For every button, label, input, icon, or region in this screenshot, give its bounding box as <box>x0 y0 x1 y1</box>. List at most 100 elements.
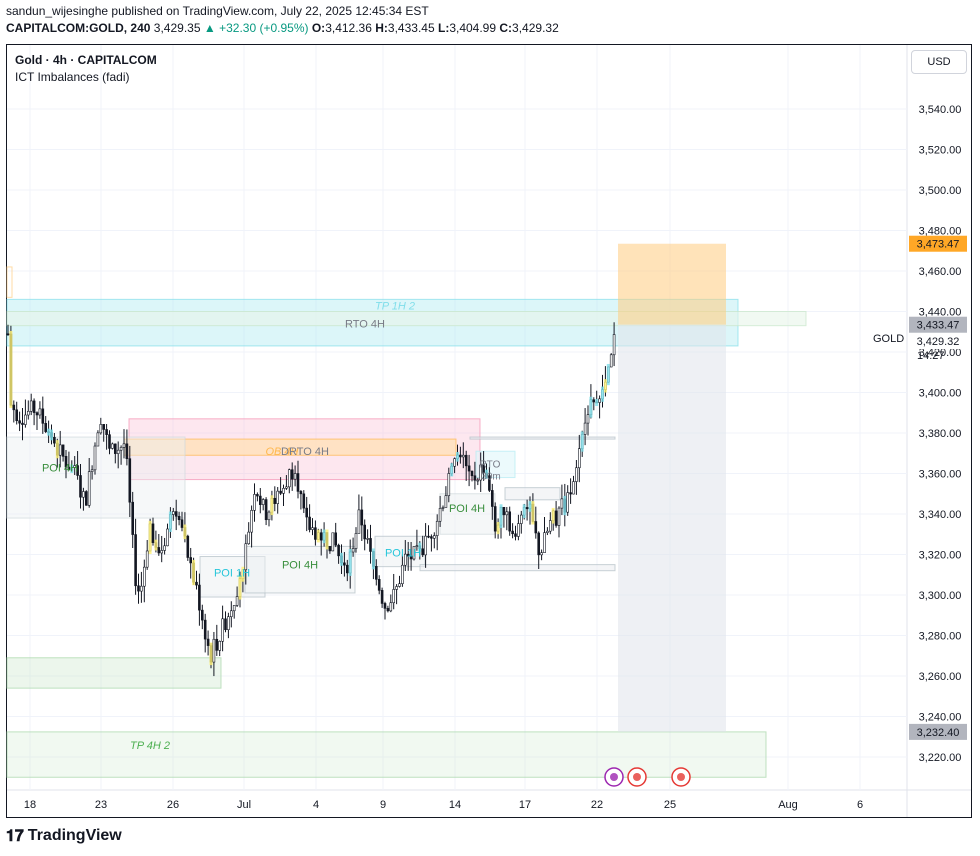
candle <box>21 407 24 441</box>
indicator-name[interactable]: ICT Imbalances (fadi) <box>15 70 130 84</box>
candle-body <box>374 566 378 580</box>
candle <box>583 408 587 446</box>
zone-rto-4h <box>6 311 807 327</box>
candle-body <box>357 509 361 534</box>
candle-body <box>282 487 285 494</box>
imbalance-mark <box>595 398 599 406</box>
imbalance-mark <box>528 501 532 512</box>
candle <box>485 463 488 479</box>
candle-body <box>401 564 404 585</box>
candle-body <box>360 509 364 526</box>
candle <box>453 457 456 474</box>
candle <box>114 443 117 464</box>
candle-body <box>218 640 221 651</box>
candle-body <box>299 491 303 495</box>
candle <box>140 571 143 603</box>
candle <box>287 468 291 494</box>
zone-label: RTO 4H <box>345 319 385 331</box>
candle <box>235 586 239 608</box>
candle <box>459 446 462 464</box>
candle-body <box>406 553 410 557</box>
candle-body <box>116 449 120 454</box>
candle-body <box>15 409 18 421</box>
candle <box>409 541 413 571</box>
candle <box>432 532 436 549</box>
candle <box>209 642 213 669</box>
zone-thin-line-top <box>469 436 616 440</box>
candle <box>441 505 445 512</box>
candle <box>589 384 593 419</box>
candle-body <box>227 616 230 631</box>
candle <box>125 429 129 466</box>
candle-body <box>540 552 543 556</box>
candle <box>389 594 393 613</box>
candle-body <box>354 533 358 549</box>
price-label-text: 3,433.47 <box>917 320 960 332</box>
zone-label: RTO <box>480 459 501 470</box>
candle <box>603 366 607 397</box>
candle-body <box>575 467 578 482</box>
candle-body <box>203 619 207 640</box>
position-target-zone <box>618 243 726 325</box>
imbalance-mark <box>371 548 375 570</box>
candle <box>270 490 274 521</box>
ohlc-line: CAPITALCOM:GOLD, 240 3,429.35 ▲ +32.30 (… <box>6 21 559 35</box>
position-stop-zone <box>618 324 726 732</box>
candle <box>163 537 166 555</box>
candle <box>32 398 36 426</box>
imbalance-mark <box>589 396 593 418</box>
candle-body <box>369 538 372 552</box>
candle-body <box>85 491 88 506</box>
candle-body <box>267 511 271 521</box>
candle <box>519 510 523 534</box>
imbalance-mark <box>580 431 584 452</box>
candle-body <box>177 515 181 521</box>
events <box>604 767 691 787</box>
candle-body <box>145 550 149 568</box>
candle <box>38 401 42 419</box>
candle <box>253 483 256 522</box>
candle-body <box>244 543 248 571</box>
candle <box>276 487 280 514</box>
candle <box>401 554 404 587</box>
candle-body <box>108 434 111 449</box>
candle <box>85 490 88 506</box>
candle <box>35 411 39 430</box>
price-label-text: 3,232.40 <box>917 727 960 739</box>
candle <box>24 399 27 428</box>
candle <box>122 429 126 459</box>
y-axis: 3,220.00 3,240.00 3,260.00 3,280.00 3,300.00… <box>919 104 962 764</box>
imbalance-mark <box>322 529 326 544</box>
candle-body <box>415 545 419 547</box>
candle-body <box>424 535 427 556</box>
candle <box>50 424 53 445</box>
candle-body <box>560 498 564 509</box>
imbalance-mark <box>9 330 13 409</box>
footer-brand[interactable]: 𝟏𝟕 TradingView <box>6 826 122 846</box>
candle-body <box>137 585 140 592</box>
candle <box>108 430 111 455</box>
candle <box>296 460 300 499</box>
imbalance-mark <box>456 452 459 462</box>
candle <box>302 490 306 514</box>
y-tick-label: 3,480.00 <box>919 226 962 238</box>
candle-body <box>29 400 33 412</box>
imbalance-mark <box>531 501 535 525</box>
close-value: 3,429.32 <box>512 21 559 35</box>
candle <box>325 529 329 559</box>
candle <box>41 396 45 434</box>
y-tick-label: 3,360.00 <box>919 469 962 481</box>
currency-button[interactable]: USD <box>911 50 967 74</box>
candle <box>493 502 497 539</box>
y-tick-label: 3,440.00 <box>919 307 962 319</box>
candle <box>360 496 364 541</box>
candle-body <box>476 479 480 482</box>
x-tick-label: 23 <box>95 799 107 811</box>
x-tick-label: 22 <box>591 799 603 811</box>
candle <box>563 483 567 527</box>
candle <box>128 445 132 518</box>
candle-body <box>18 420 21 424</box>
imbalance-mark <box>70 464 74 473</box>
